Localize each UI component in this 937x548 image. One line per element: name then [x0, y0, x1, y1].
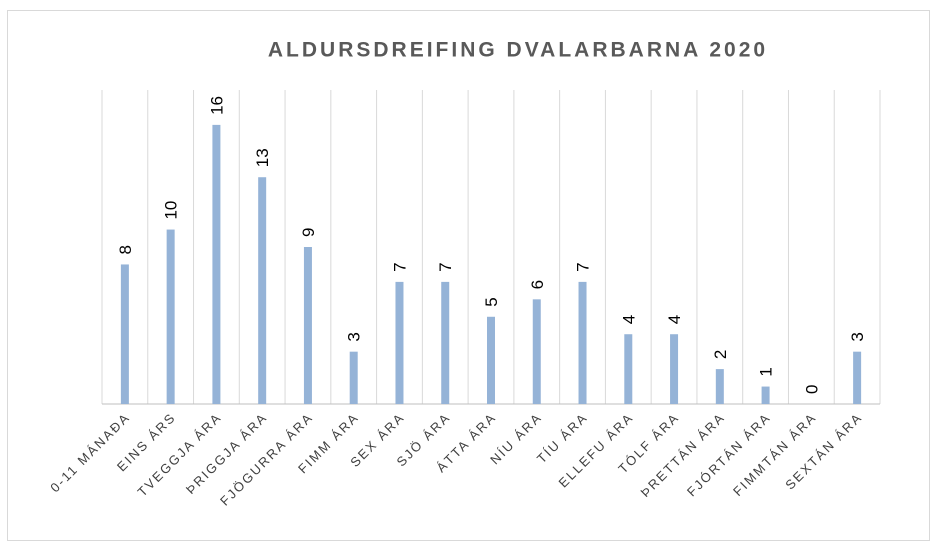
- bar: [441, 281, 450, 404]
- data-label: 6: [528, 280, 547, 289]
- bar: [395, 281, 404, 404]
- bar: [120, 264, 129, 404]
- bar: [258, 177, 267, 404]
- data-label: 2: [711, 350, 730, 359]
- data-label: 1: [757, 367, 776, 376]
- data-label: 4: [619, 315, 638, 324]
- data-label: 0: [802, 385, 821, 394]
- data-label: 5: [482, 297, 501, 306]
- bar: [670, 334, 679, 404]
- bar: [487, 316, 495, 404]
- data-label: 7: [436, 262, 455, 271]
- data-label: 7: [390, 262, 409, 271]
- bar: [532, 299, 541, 404]
- data-label: 4: [665, 315, 684, 324]
- data-label: 8: [116, 245, 135, 254]
- data-label: 9: [299, 228, 318, 237]
- data-label: 3: [848, 332, 867, 341]
- chart-title: ALDURSDREIFING DVALARBARNA 2020: [268, 39, 768, 62]
- data-label: 13: [253, 148, 272, 167]
- data-label: 10: [162, 201, 181, 220]
- bar: [853, 351, 862, 404]
- bar: [212, 124, 221, 404]
- bar: [624, 334, 633, 404]
- bar: [303, 247, 312, 404]
- data-label: 16: [207, 96, 226, 115]
- bar: [166, 229, 175, 404]
- bar: [761, 386, 770, 404]
- data-label: 7: [574, 262, 593, 271]
- bar: [349, 351, 358, 404]
- data-label: 3: [345, 332, 364, 341]
- bar: [715, 369, 724, 404]
- bar: [578, 281, 587, 404]
